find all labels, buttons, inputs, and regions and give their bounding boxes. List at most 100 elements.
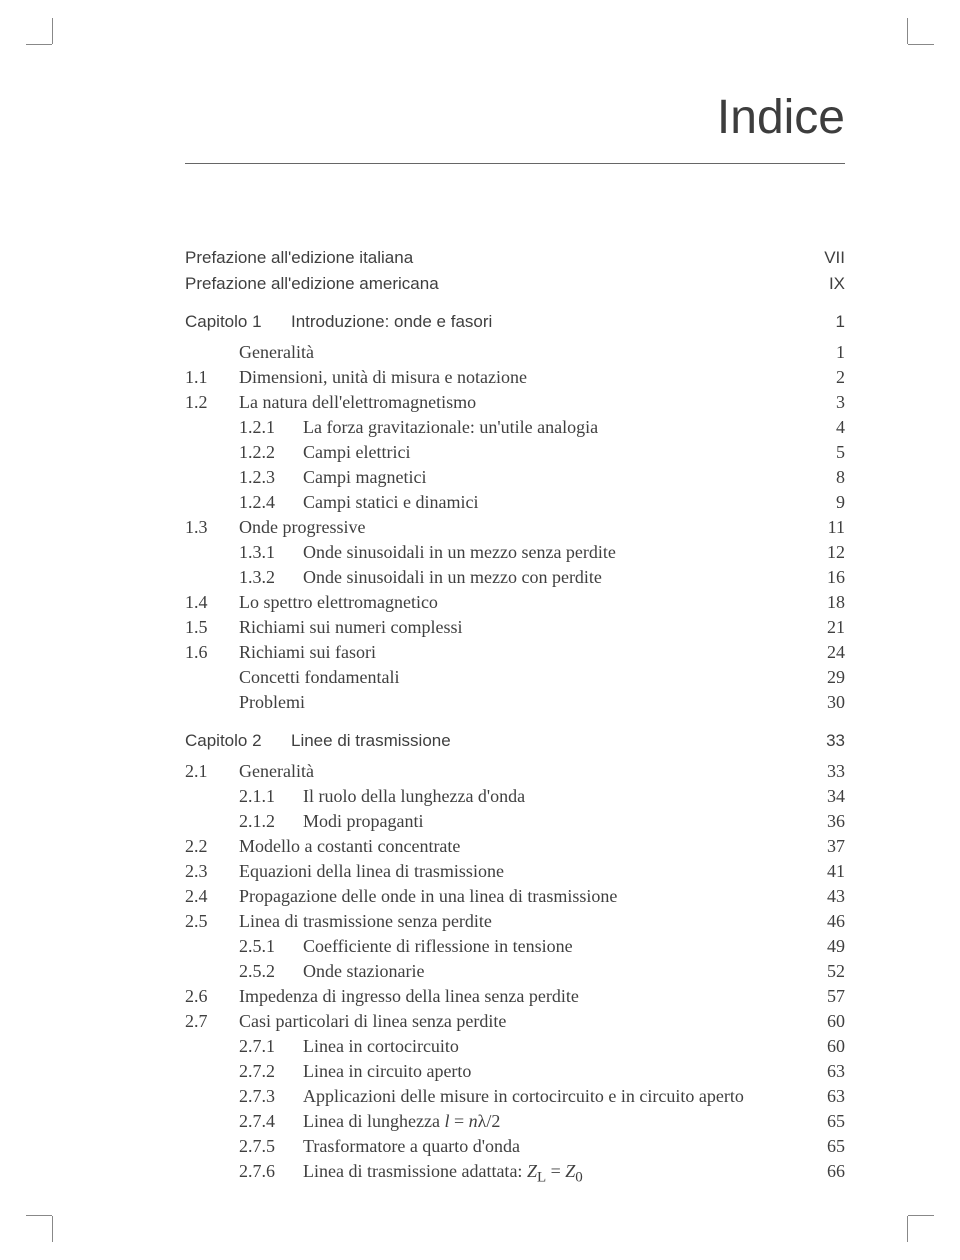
toc-row: 2.1.2Modi propaganti36 bbox=[185, 811, 845, 832]
entry-title: Generalità bbox=[239, 761, 789, 782]
entry-number: 2.7.4 bbox=[239, 1111, 303, 1132]
entry-title: Dimensioni, unità di misura e notazione bbox=[239, 367, 789, 388]
toc-row: 2.7.6Linea di trasmissione adattata: ZL … bbox=[185, 1161, 845, 1187]
entry-number: 2.4 bbox=[185, 886, 239, 907]
toc-row: 1.6Richiami sui fasori24 bbox=[185, 642, 845, 663]
entry-number: 2.7.3 bbox=[239, 1086, 303, 1107]
entry-number: 2.3 bbox=[185, 861, 239, 882]
entry-number: 2.6 bbox=[185, 986, 239, 1007]
entry-page: 24 bbox=[789, 642, 845, 663]
chapter-title: Linee di trasmissione bbox=[291, 731, 789, 751]
entry-title: Richiami sui fasori bbox=[239, 642, 789, 663]
entry-page: 66 bbox=[789, 1161, 845, 1182]
entry-number: 2.7.6 bbox=[239, 1161, 303, 1182]
entry-page: 46 bbox=[789, 911, 845, 932]
entry-page: 4 bbox=[789, 417, 845, 438]
entry-title: Campi elettrici bbox=[303, 442, 789, 463]
entry-number: 1.2.4 bbox=[239, 492, 303, 513]
entry-title: Linea di lunghezza l = nλ/2 bbox=[303, 1111, 789, 1132]
page-content: Indice Prefazione all'edizione italianaV… bbox=[185, 90, 845, 1191]
entry-page: 52 bbox=[789, 961, 845, 982]
entry-number: 2.5.2 bbox=[239, 961, 303, 982]
entry-page: 37 bbox=[789, 836, 845, 857]
entry-number: 2.7.5 bbox=[239, 1136, 303, 1157]
entry-page: 30 bbox=[789, 692, 845, 713]
toc-row: Generalità1 bbox=[185, 342, 845, 363]
frontmatter-title: Prefazione all'edizione italiana bbox=[185, 248, 789, 268]
entry-number: 2.7.1 bbox=[239, 1036, 303, 1057]
entry-title: Casi particolari di linea senza perdite bbox=[239, 1011, 789, 1032]
toc-row: Capitolo 1Introduzione: onde e fasori1 bbox=[185, 312, 845, 332]
entry-page: 8 bbox=[789, 467, 845, 488]
entry-number: 1.2.3 bbox=[239, 467, 303, 488]
entry-page: 5 bbox=[789, 442, 845, 463]
entry-title: La forza gravitazionale: un'utile analog… bbox=[303, 417, 789, 438]
chapter-label: Capitolo 1 bbox=[185, 312, 291, 332]
frontmatter-title: Prefazione all'edizione americana bbox=[185, 274, 789, 294]
toc-row: 2.7.4Linea di lunghezza l = nλ/265 bbox=[185, 1111, 845, 1132]
entry-title: Impedenza di ingresso della linea senza … bbox=[239, 986, 789, 1007]
entry-page: 29 bbox=[789, 667, 845, 688]
entry-number: 1.2.1 bbox=[239, 417, 303, 438]
toc-row: 1.2.2Campi elettrici5 bbox=[185, 442, 845, 463]
entry-number: 2.2 bbox=[185, 836, 239, 857]
toc-row: 2.7.3Applicazioni delle misure in cortoc… bbox=[185, 1086, 845, 1107]
entry-title: Applicazioni delle misure in cortocircui… bbox=[303, 1086, 789, 1107]
entry-title: Linea di trasmissione adattata: ZL = Z0 bbox=[303, 1161, 789, 1187]
entry-number: 2.1.2 bbox=[239, 811, 303, 832]
entry-title: Generalità bbox=[239, 342, 789, 363]
entry-number: 2.5.1 bbox=[239, 936, 303, 957]
entry-title: Coefficiente di riflessione in tensione bbox=[303, 936, 789, 957]
entry-title: Problemi bbox=[239, 692, 789, 713]
entry-page: 1 bbox=[789, 342, 845, 363]
entry-title: Lo spettro elettromagnetico bbox=[239, 592, 789, 613]
entry-page: 16 bbox=[789, 567, 845, 588]
entry-number: 2.7.2 bbox=[239, 1061, 303, 1082]
toc-row: 1.2.1La forza gravitazionale: un'utile a… bbox=[185, 417, 845, 438]
entry-title: La natura dell'elettromagnetismo bbox=[239, 392, 789, 413]
toc-row: Prefazione all'edizione italianaVII bbox=[185, 248, 845, 268]
entry-page: 60 bbox=[789, 1036, 845, 1057]
entry-number: 1.5 bbox=[185, 617, 239, 638]
entry-number: 2.1 bbox=[185, 761, 239, 782]
entry-page: 21 bbox=[789, 617, 845, 638]
toc-row: 1.2La natura dell'elettromagnetismo3 bbox=[185, 392, 845, 413]
toc-row: 2.2Modello a costanti concentrate37 bbox=[185, 836, 845, 857]
entry-title: Onde progressive bbox=[239, 517, 789, 538]
entry-title: Campi magnetici bbox=[303, 467, 789, 488]
entry-page: 63 bbox=[789, 1086, 845, 1107]
entry-page: 2 bbox=[789, 367, 845, 388]
entry-number: 2.7 bbox=[185, 1011, 239, 1032]
entry-number: 1.2.2 bbox=[239, 442, 303, 463]
entry-number: 2.5 bbox=[185, 911, 239, 932]
toc-row: 2.7Casi particolari di linea senza perdi… bbox=[185, 1011, 845, 1032]
entry-page: 34 bbox=[789, 786, 845, 807]
toc-row: 2.7.5Trasformatore a quarto d'onda65 bbox=[185, 1136, 845, 1157]
toc-row: 2.1Generalità33 bbox=[185, 761, 845, 782]
entry-title: Propagazione delle onde in una linea di … bbox=[239, 886, 789, 907]
entry-number: 1.2 bbox=[185, 392, 239, 413]
toc-row: 1.3Onde progressive11 bbox=[185, 517, 845, 538]
entry-page: 49 bbox=[789, 936, 845, 957]
entry-title: Onde stazionarie bbox=[303, 961, 789, 982]
toc-row: 2.1.1Il ruolo della lunghezza d'onda34 bbox=[185, 786, 845, 807]
entry-number: 1.3.1 bbox=[239, 542, 303, 563]
page-heading: Indice bbox=[185, 90, 845, 164]
entry-title: Modi propaganti bbox=[303, 811, 789, 832]
entry-number: 1.6 bbox=[185, 642, 239, 663]
frontmatter-page: IX bbox=[789, 274, 845, 294]
chapter-label: Capitolo 2 bbox=[185, 731, 291, 751]
entry-page: 9 bbox=[789, 492, 845, 513]
toc-row: Concetti fondamentali29 bbox=[185, 667, 845, 688]
entry-number: 1.4 bbox=[185, 592, 239, 613]
toc-row: 1.1Dimensioni, unità di misura e notazio… bbox=[185, 367, 845, 388]
frontmatter-page: VII bbox=[789, 248, 845, 268]
entry-page: 57 bbox=[789, 986, 845, 1007]
entry-title: Equazioni della linea di trasmissione bbox=[239, 861, 789, 882]
toc-row: 2.3Equazioni della linea di trasmissione… bbox=[185, 861, 845, 882]
toc-row: 1.3.1Onde sinusoidali in un mezzo senza … bbox=[185, 542, 845, 563]
toc-row: 1.2.4Campi statici e dinamici9 bbox=[185, 492, 845, 513]
toc-row: 1.4Lo spettro elettromagnetico18 bbox=[185, 592, 845, 613]
entry-page: 3 bbox=[789, 392, 845, 413]
entry-page: 18 bbox=[789, 592, 845, 613]
